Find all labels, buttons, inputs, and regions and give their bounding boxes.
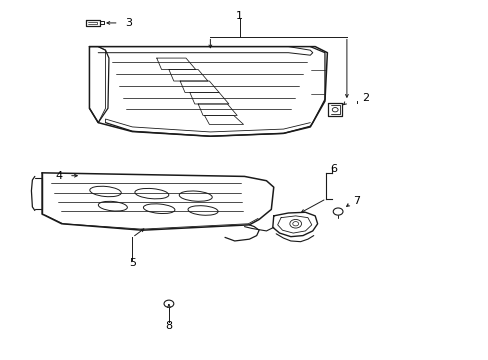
Text: 8: 8 (165, 321, 172, 331)
Text: 7: 7 (352, 196, 360, 206)
Text: 4: 4 (56, 171, 62, 181)
Text: 3: 3 (125, 18, 132, 28)
Text: 6: 6 (329, 163, 337, 174)
Text: 2: 2 (361, 93, 368, 103)
Circle shape (163, 300, 173, 307)
Text: 5: 5 (128, 258, 136, 268)
Text: 1: 1 (236, 11, 243, 21)
Circle shape (332, 208, 342, 215)
